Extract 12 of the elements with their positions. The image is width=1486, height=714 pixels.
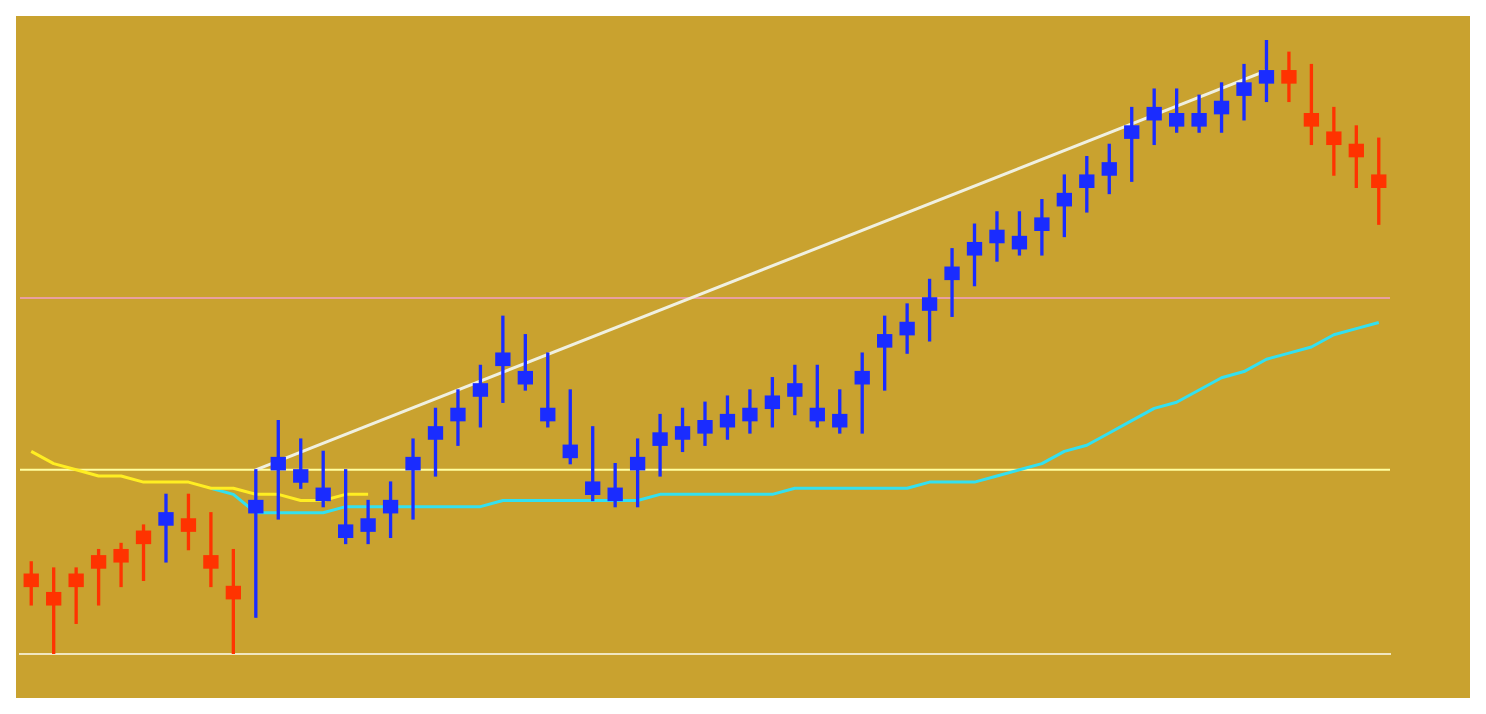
candlestick [203,512,219,588]
candlestick [450,389,466,446]
candlestick [495,315,511,403]
candlestick [1034,198,1050,256]
candlestick [1326,106,1342,176]
candlestick [899,303,915,354]
candlestick [989,211,1005,262]
candlestick [944,248,960,317]
candlestick [405,438,421,520]
candlestick [158,493,174,563]
candlestick [68,567,84,624]
candlestick [652,413,668,477]
